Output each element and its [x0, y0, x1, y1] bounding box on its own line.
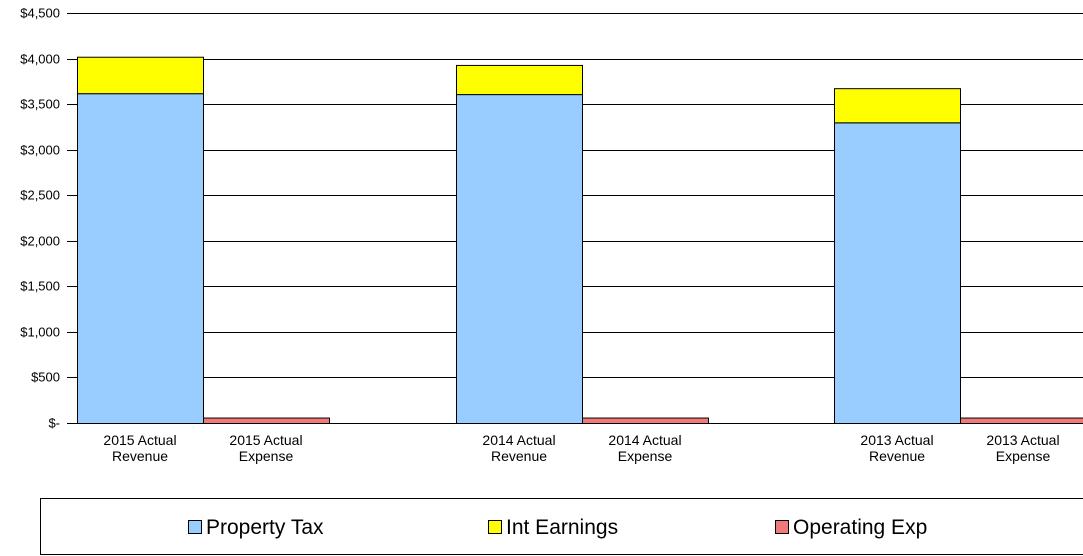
y-tick-label: $3,000 — [20, 143, 60, 158]
legend-label: Int Earnings — [506, 516, 618, 539]
x-category-label: Expense — [996, 448, 1051, 464]
x-category-label: Expense — [239, 448, 294, 464]
y-tick-label: $2,000 — [20, 234, 60, 249]
legend: Property Tax Int Earnings Operating Exp — [188, 516, 927, 539]
legend-label: Operating Exp — [793, 516, 927, 539]
x-category-label: 2014 Actual — [608, 432, 681, 448]
x-category-label: 2015 Actual — [103, 432, 176, 448]
bar-segment — [456, 94, 583, 424]
x-category-label: Revenue — [112, 448, 168, 464]
bar-segment — [582, 417, 709, 424]
y-axis-tick-labels: $- $500 $1,000 $1,500 $2,000 $2,500 $3,000 $3,5… — [20, 6, 60, 431]
bar-segment — [456, 64, 583, 96]
y-tick-label: $1,000 — [20, 325, 60, 340]
y-tick-label: $2,500 — [20, 188, 60, 203]
x-category-label: 2014 Actual — [482, 432, 555, 448]
y-tick-label: $1,500 — [20, 279, 60, 294]
legend-swatch — [488, 520, 502, 534]
bar-segment — [834, 122, 961, 424]
legend-label: Property Tax — [206, 516, 324, 539]
bar-segment — [960, 417, 1083, 424]
legend-box — [40, 498, 1083, 555]
bar-segment — [77, 56, 204, 95]
y-tick-label: $4,500 — [20, 6, 60, 21]
y-tick-label: $3,500 — [20, 97, 60, 112]
legend-swatch — [188, 520, 202, 534]
bar-segment — [77, 93, 204, 425]
y-tick-label: $- — [48, 416, 60, 431]
x-category-label: Revenue — [491, 448, 547, 464]
bar-segment — [834, 88, 961, 124]
x-category-label: 2015 Actual — [229, 432, 302, 448]
legend-swatch — [775, 520, 789, 534]
x-category-label: Revenue — [869, 448, 925, 464]
x-category-label: 2013 Actual — [860, 432, 933, 448]
bar-segment — [203, 417, 330, 424]
x-category-label: Expense — [618, 448, 673, 464]
x-category-label: 2013 Actual — [986, 432, 1059, 448]
bars — [77, 56, 1083, 425]
y-tick-label: $500 — [31, 370, 60, 385]
y-tick-label: $4,000 — [20, 52, 60, 67]
